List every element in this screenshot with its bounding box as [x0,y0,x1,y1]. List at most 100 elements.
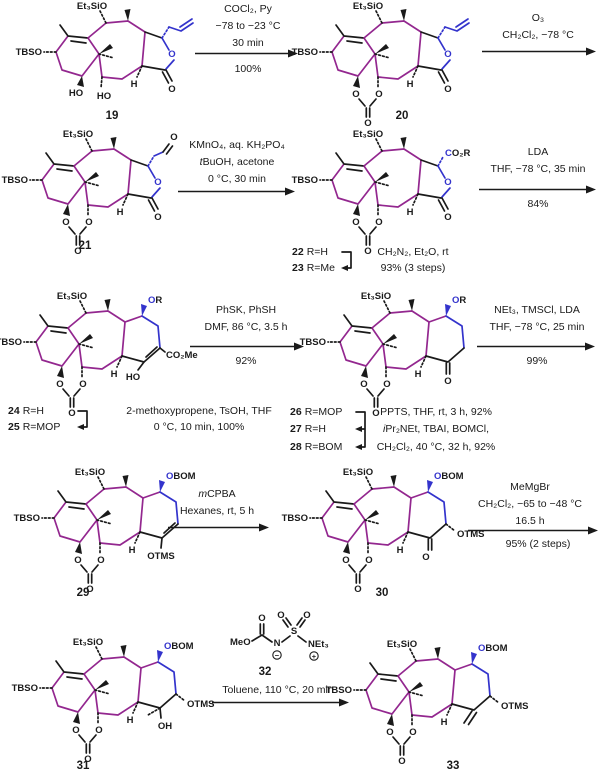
structure-22-23: TBSO Et₃SiO H O O O O O CO₂R [292,129,471,257]
atom-label: O [74,246,81,257]
reaction-conditions: mCPBA [198,488,236,500]
reaction-conditions: DMF, 86 °C, 3.5 h [204,321,288,333]
atom-label: TBSO [2,175,28,186]
structure-32-burgess-reagent: MeO O N − S O O NEt₃ + [230,610,329,661]
structure-33: TBSO Et₃SiO H O O O OBOM OTMS [326,639,529,767]
atom-label: H [127,715,134,726]
reaction-conditions: THF, −78 °C, 25 min [489,321,585,333]
atom-label: H [129,545,136,556]
atom-label: HO [69,88,83,99]
atom-label: O [365,555,372,566]
structure-19: TBSO Et₃SiO H HO HO O O [16,1,194,102]
atom-label: Et₃SiO [387,639,417,650]
yield-label: 92% [235,355,257,367]
atom-label: O [364,118,371,129]
compound-23-label: 23 R=Me [292,262,335,274]
atom-label: O [170,132,177,143]
reaction-arrow-9 [212,698,349,707]
structure-20: TBSO Et₃SiO H O O O O O [292,1,470,129]
structure-21: TBSO Et₃SiO H O O O O O O [2,129,178,257]
atom-label: OBOM [164,641,194,652]
interconversion-arrow-26-27-28 [355,411,366,450]
atom-label: TBSO [12,683,38,694]
reaction-conditions: 2-methoxypropene, TsOH, THF [126,405,272,417]
atom-label: HO [126,372,140,383]
atom-label: CO₂R [445,148,470,159]
reaction-conditions: NEt₃, TMSCl, LDA [494,304,580,316]
reaction-conditions: CH₂Cl₂, −78 °C [502,29,574,41]
atom-label: O [84,754,91,765]
compound-number-20: 20 [395,110,409,122]
compound-25-label: 25 R=MOP [8,421,61,433]
structure-26-27-28: TBSO Et₃SiO H O O O OR O [300,291,467,419]
atom-label: H [441,717,448,728]
compound-26-label: 26 R=MOP [290,406,343,418]
reaction-arrow-1 [195,49,298,58]
atom-label: OTMS [147,551,174,562]
reaction-conditions: Toluene, 110 °C, 20 min [222,684,334,696]
reaction-arrow-5 [190,342,304,351]
atom-label: O [95,725,102,736]
atom-label: OH [158,721,172,732]
reaction-conditions: Hexanes, rt, 5 h [179,505,255,517]
atom-label: O [360,379,367,390]
atom-label: Et₃SiO [73,637,103,648]
compound-27-label: 27 R=H [290,423,326,435]
atom-label: CO₂Me [166,350,198,361]
reaction-conditions: 0 °C, 30 min [208,173,266,185]
atom-label: O [409,727,416,738]
compound-number-21: 21 [78,240,92,252]
compound-number-30: 30 [375,587,389,599]
atom-label: H [117,207,124,218]
atom-label: OTMS [187,699,214,710]
reaction-conditions: 30 min [232,37,264,49]
reaction-conditions: PPTS, THF, rt, 3 h, 92% [380,406,492,418]
structure-30: TBSO Et₃SiO H O O O OBOM O OTMS [282,467,485,595]
reaction-conditions: O₃ [531,12,545,24]
atom-label: MeO [230,637,251,648]
atom-label: H [131,79,138,90]
atom-label: N [274,638,281,649]
structure-31: TBSO Et₃SiO H O O O OBOM OH OTMS [12,637,215,765]
reaction-conditions: tBuOH, acetone [199,156,275,168]
atom-label: O [258,613,265,624]
atom-label: O [85,217,92,228]
atom-label: O [86,584,93,595]
atom-label: TBSO [292,175,318,186]
atom-label: H [407,79,414,90]
atom-label: O [154,177,161,188]
atom-label: O [398,756,405,767]
atom-label: TBSO [14,513,40,524]
atom-label: O [354,584,361,595]
atom-label: O [56,379,63,390]
charge-minus: − [275,651,280,660]
atom-label: O [375,89,382,100]
atom-label: OBOM [478,643,508,654]
atom-label: O [168,84,175,95]
compound-number-33: 33 [446,760,460,772]
reaction-arrow-2 [482,47,596,56]
compound-number-19: 19 [105,110,119,122]
atom-label: O [444,177,451,188]
atom-label: O [342,555,349,566]
atom-label: O [444,49,451,60]
reaction-conditions: THF, −78 °C, 35 min [490,163,586,175]
atom-label: O [168,49,175,60]
atom-label: O [364,246,371,257]
reaction-conditions: PhSK, PhSH [215,304,277,316]
atom-label: OTMS [457,529,484,540]
atom-label: Et₃SiO [63,129,93,140]
atom-label: O [62,217,69,228]
atom-label: O [372,408,379,419]
atom-label: O [72,725,79,736]
atom-label: Et₃SiO [75,467,105,478]
compound-22-label: 22 R=H [292,246,328,258]
atom-label: O [352,217,359,228]
reaction-conditions: CH₂N₂, Et₂O, rt [377,246,449,258]
atom-label: H [397,545,404,556]
reaction-arrow-3 [178,187,295,196]
atom-label: O [444,212,451,223]
atom-label: TBSO [326,685,352,696]
atom-label: Et₃SiO [77,1,107,12]
atom-label: Et₃SiO [361,291,391,302]
